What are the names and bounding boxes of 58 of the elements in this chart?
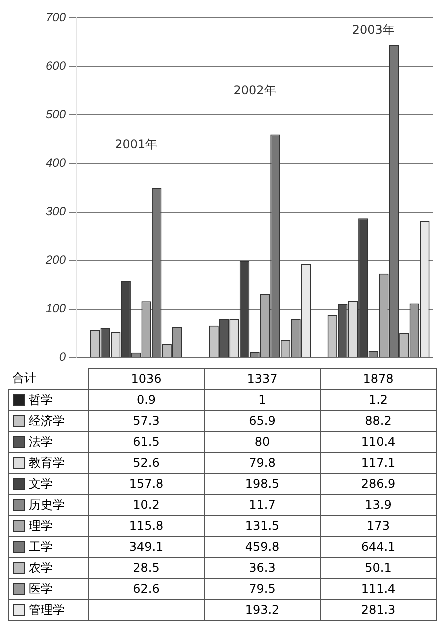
y-tick-label: 600 — [46, 59, 66, 74]
data-label: 281.3 — [320, 600, 436, 620]
data-label: 88.2 — [320, 410, 436, 432]
legend-label: 农学 — [8, 558, 88, 578]
data-label: 644.1 — [320, 536, 436, 558]
legend-label: 管理学 — [8, 600, 88, 620]
data-label: 157.8 — [88, 474, 204, 494]
legend-label: 经济学 — [8, 410, 88, 432]
data-label: 131.5 — [204, 516, 320, 536]
data-label: 117.1 — [320, 452, 436, 474]
data-label: 50.1 — [320, 558, 436, 578]
legend-label: 医学 — [8, 578, 88, 600]
y-tick-label: 100 — [46, 302, 66, 316]
legend-label: 工学 — [8, 536, 88, 558]
x-tick-label: 2001年 — [115, 137, 158, 152]
data-label: 0.9 — [88, 390, 204, 410]
data-label: 79.5 — [204, 578, 320, 600]
data-label: 349.1 — [88, 536, 204, 558]
y-tick-label: 700 — [46, 10, 66, 25]
legend-label: 理学 — [8, 516, 88, 536]
data-label: 459.8 — [204, 536, 320, 558]
legend-label: 法学 — [8, 432, 88, 452]
data-label: 193.2 — [204, 600, 320, 620]
legend-label: 文学 — [8, 474, 88, 494]
legend-label: 教育学 — [8, 452, 88, 474]
text: 合计 — [12, 370, 38, 388]
data-label: 10.2 — [88, 494, 204, 516]
data-label: 11.7 — [204, 494, 320, 516]
data-label: 36.3 — [204, 558, 320, 578]
data-label: 115.8 — [88, 516, 204, 536]
data-label: 80 — [204, 432, 320, 452]
y-tick-label: 400 — [46, 156, 66, 170]
data-label: 79.8 — [204, 452, 320, 474]
data-label: 57.3 — [88, 410, 204, 432]
legend-label: 哲学 — [8, 390, 88, 410]
data-label: 198.5 — [204, 474, 320, 494]
x-tick-label: 2003年 — [352, 23, 395, 38]
data-label: 52.6 — [88, 452, 204, 474]
data-label: 65.9 — [204, 410, 320, 432]
data-label: 173 — [320, 516, 436, 536]
data-label: 111.4 — [320, 578, 436, 600]
data-label: 286.9 — [320, 474, 436, 494]
data-label: 28.5 — [88, 558, 204, 578]
data-label: 1.2 — [320, 390, 436, 410]
text: 1878 — [320, 368, 436, 390]
text: 1036 — [88, 368, 204, 390]
y-tick-label: 0 — [59, 350, 66, 364]
y-tick-label: 200 — [44, 253, 66, 268]
data-label: 61.5 — [88, 432, 204, 452]
data-label: 1 — [204, 390, 320, 410]
y-tick-label: 300 — [46, 204, 66, 219]
data-label: 110.4 — [320, 432, 436, 452]
data-label: 62.6 — [88, 578, 204, 600]
legend-label: 历史学 — [8, 494, 88, 516]
x-tick-label: 2002年 — [234, 84, 276, 98]
data-label: 13.9 — [320, 494, 436, 516]
y-tick-label: 500 — [46, 108, 66, 122]
text: 1337 — [204, 368, 320, 390]
